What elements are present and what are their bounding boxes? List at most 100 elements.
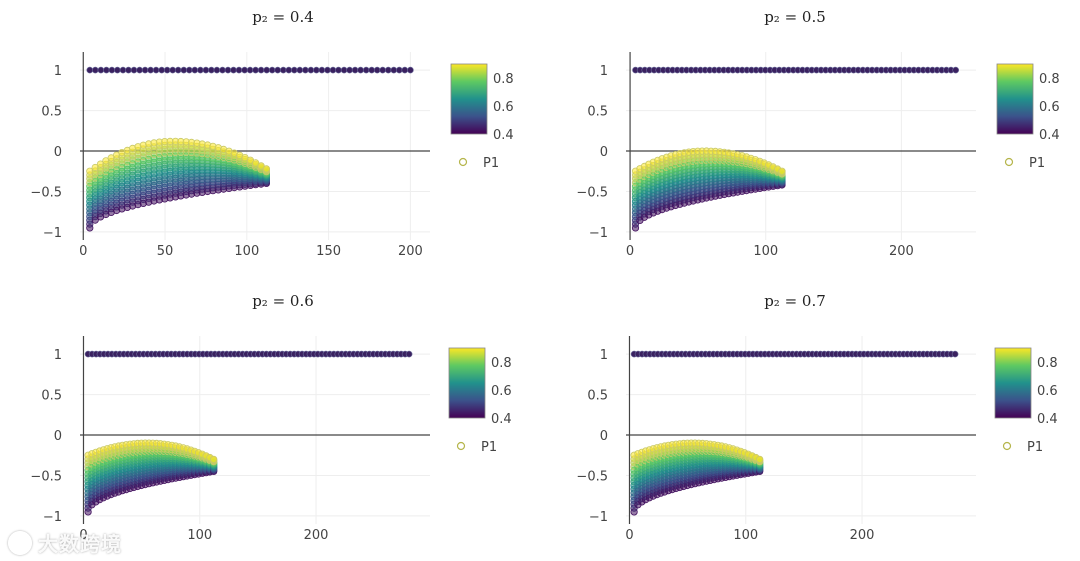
data-point (147, 66, 154, 74)
data-point (152, 66, 160, 74)
legend-label: P1 (483, 156, 499, 171)
colorbar-tick-label: 0.4 (493, 128, 514, 143)
x-tick-label: 0 (625, 528, 633, 543)
y-tick-label: 1 (54, 64, 62, 79)
x-tick-label: 150 (316, 244, 341, 259)
colorbar-tick-label: 0.8 (1039, 72, 1060, 87)
chart-title: p₂ = 0.5 (764, 8, 826, 26)
data-point (158, 66, 165, 74)
data-point (340, 66, 348, 74)
x-tick-label: 200 (850, 528, 875, 543)
data-point (213, 66, 221, 74)
data-point (756, 455, 764, 463)
y-tick-label: 0 (600, 145, 608, 160)
watermark: 大数跨境 (8, 528, 122, 557)
data-point (108, 66, 116, 74)
y-tick-label: 1 (54, 348, 62, 363)
data-point (191, 66, 199, 74)
x-tick-label: 100 (234, 244, 259, 259)
data-point (263, 66, 271, 74)
data-point (313, 66, 320, 74)
data-point (329, 66, 337, 74)
data-point (401, 66, 409, 74)
y-tick-label: −1 (589, 510, 608, 525)
x-tick-label: 100 (733, 528, 758, 543)
y-tick-label: 1 (600, 348, 608, 363)
data-point (86, 66, 94, 74)
y-tick-label: 0 (54, 429, 62, 444)
data-point (405, 350, 413, 358)
colorbar-tick-label: 0.4 (1037, 412, 1058, 427)
data-point (351, 66, 359, 74)
data-point (307, 66, 315, 74)
y-tick-label: −0.5 (576, 469, 608, 484)
legend-label: P1 (1029, 156, 1045, 171)
colorbar-tick-label: 0.4 (491, 412, 512, 427)
y-tick-label: 0.5 (587, 105, 608, 120)
colorbar-tick-label: 0.8 (493, 72, 514, 87)
data-point (252, 159, 260, 167)
legend-marker (456, 441, 466, 451)
data-point (285, 66, 293, 74)
x-tick-label: 0 (79, 528, 87, 543)
data-point (290, 66, 298, 74)
x-tick-label: 0 (626, 244, 634, 259)
data-point (180, 66, 188, 74)
data-point (141, 66, 149, 74)
colorbar (450, 63, 488, 135)
data-point (224, 66, 232, 74)
y-tick-label: 0 (600, 429, 608, 444)
data-point (202, 66, 210, 74)
data-point (163, 66, 171, 74)
colorbar-tick-label: 0.8 (491, 356, 512, 371)
data-point (210, 455, 218, 463)
data-point (241, 66, 248, 74)
y-tick-label: −1 (589, 226, 608, 241)
data-point (114, 66, 121, 74)
data-point (252, 66, 259, 74)
chart-panel-1: p₂ = 0.4 0 50 100 150 200 1 0.5 0 −0.5 −1 0.8 0.6 0.4… (30, 8, 513, 259)
y-tick-label: −1 (43, 510, 62, 525)
y-tick-label: −0.5 (30, 469, 62, 484)
data-point (390, 66, 398, 74)
legend-marker (1004, 157, 1014, 167)
chart-panel-4: p₂ = 0.7 0 100 200 1 0.5 0 −0.5 −1 0.8 0.6 0.4 P1 (576, 292, 1057, 543)
x-tick-label: 200 (398, 244, 423, 259)
data-point (407, 66, 414, 74)
data-point (92, 66, 99, 74)
colorbar-tick-label: 0.8 (1037, 356, 1058, 371)
data-point (235, 66, 243, 74)
y-tick-label: 1 (600, 64, 608, 79)
data-point (368, 66, 376, 74)
data-point (373, 66, 381, 74)
data-point (230, 66, 237, 74)
x-tick-label: 100 (187, 528, 212, 543)
data-point (279, 66, 287, 74)
colorbar-tick-label: 0.6 (491, 384, 512, 399)
colorbar (996, 63, 1034, 135)
colorbar-tick-label: 0.6 (1037, 384, 1058, 399)
x-tick-label: 100 (753, 244, 778, 259)
y-tick-label: 0.5 (587, 389, 608, 404)
data-point (318, 66, 326, 74)
chart-panel-2: p₂ = 0.5 0 100 200 1 0.5 0 −0.5 −1 0.8 0.6 0.4 P1 (576, 8, 1059, 259)
y-tick-label: 0.5 (41, 105, 62, 120)
y-tick-label: −0.5 (576, 185, 608, 200)
data-point (97, 66, 105, 74)
data-point (274, 66, 282, 74)
colorbar (448, 347, 486, 419)
legend-marker (1002, 441, 1012, 451)
chart-title: p₂ = 0.6 (252, 292, 314, 310)
data-point (357, 66, 364, 74)
data-point (302, 66, 309, 74)
legend-label: P1 (481, 440, 497, 455)
chart-title: p₂ = 0.7 (764, 292, 826, 310)
data-point (951, 350, 959, 358)
data-point (130, 66, 138, 74)
y-tick-label: 0.5 (41, 389, 62, 404)
legend-marker (458, 157, 468, 167)
colorbar-tick-label: 0.4 (1039, 128, 1060, 143)
watermark-logo-icon (8, 531, 32, 555)
data-point (324, 66, 331, 74)
